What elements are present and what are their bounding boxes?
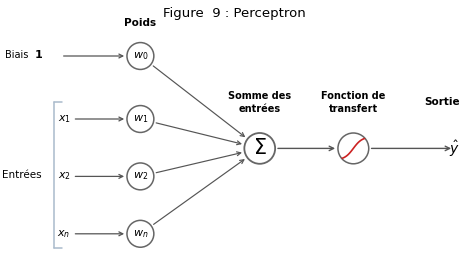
Text: $x_1$: $x_1$ bbox=[58, 113, 71, 125]
Text: Sortie: Sortie bbox=[424, 97, 460, 107]
Text: $\Sigma$: $\Sigma$ bbox=[253, 138, 267, 158]
Text: Biais: Biais bbox=[5, 50, 28, 60]
Text: $w_2$: $w_2$ bbox=[133, 171, 148, 182]
Text: Fonction de
transfert: Fonction de transfert bbox=[321, 91, 386, 114]
Text: Somme des
entrées: Somme des entrées bbox=[228, 91, 291, 114]
Text: Entrées: Entrées bbox=[2, 170, 42, 180]
Ellipse shape bbox=[244, 133, 275, 164]
Text: Poids: Poids bbox=[124, 18, 156, 28]
Ellipse shape bbox=[338, 133, 369, 164]
Text: $x_2$: $x_2$ bbox=[58, 171, 71, 182]
Text: $w_n$: $w_n$ bbox=[132, 228, 148, 240]
Ellipse shape bbox=[127, 220, 154, 247]
Ellipse shape bbox=[127, 43, 154, 69]
Text: $\hat{y}$: $\hat{y}$ bbox=[449, 138, 460, 158]
Text: $x_n$: $x_n$ bbox=[58, 228, 71, 240]
Text: Figure  9 : Perceptron: Figure 9 : Perceptron bbox=[162, 7, 306, 20]
Ellipse shape bbox=[127, 106, 154, 132]
Text: $w_1$: $w_1$ bbox=[133, 113, 148, 125]
Ellipse shape bbox=[127, 163, 154, 190]
Text: $w_0$: $w_0$ bbox=[132, 50, 148, 62]
Text: 1: 1 bbox=[35, 50, 43, 60]
